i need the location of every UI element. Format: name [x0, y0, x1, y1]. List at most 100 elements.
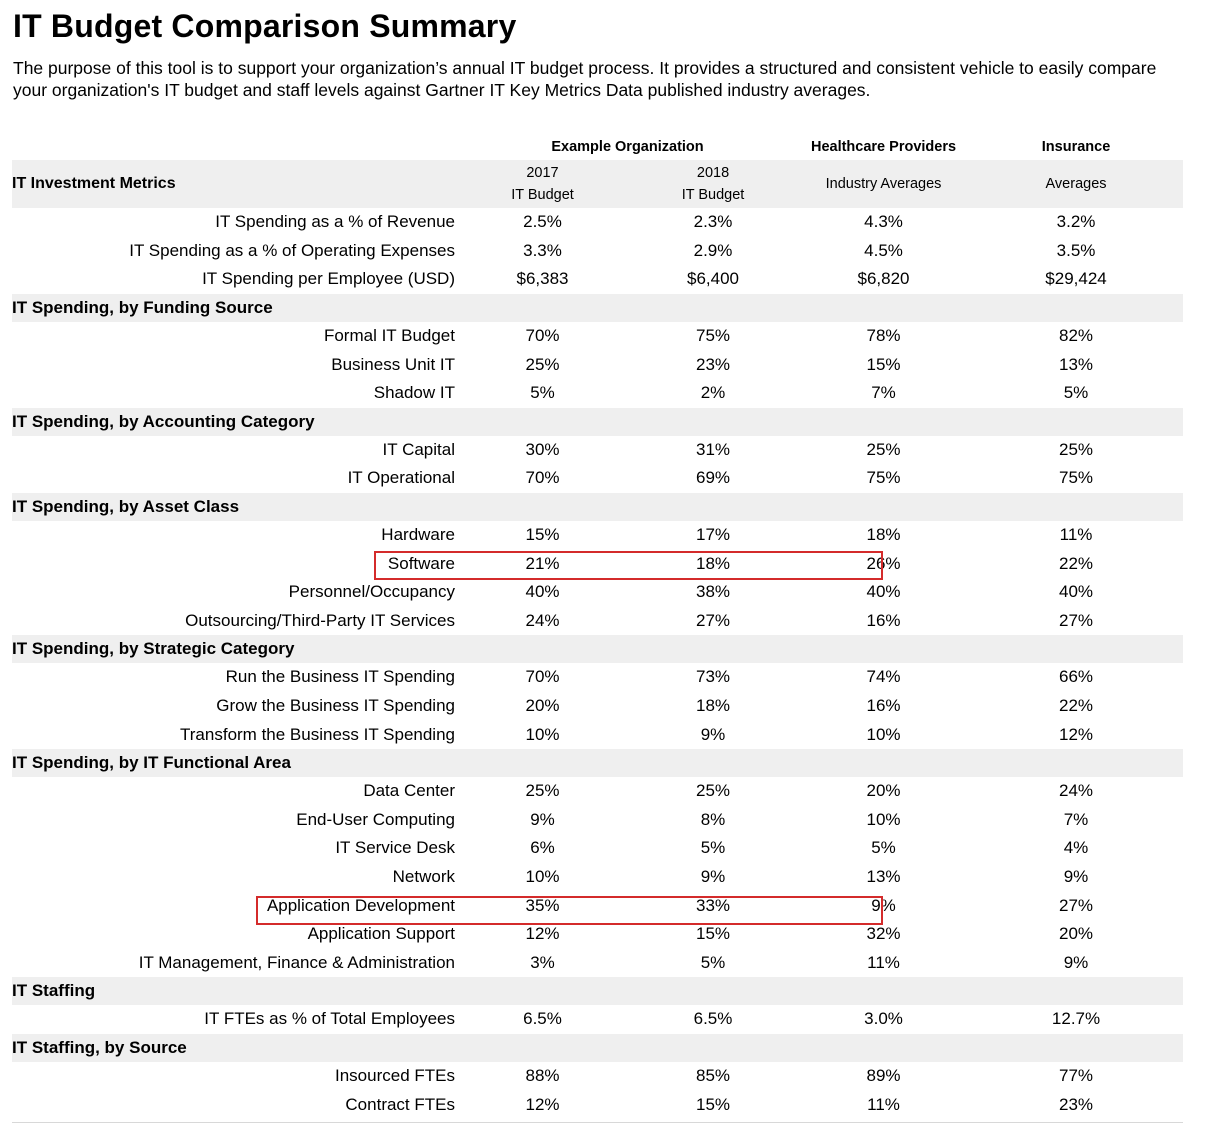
cell-y2018: 5%: [700, 952, 726, 972]
cell-healthcare: 7%: [871, 383, 896, 403]
cell-healthcare: 32%: [866, 924, 901, 944]
cell-y2018: 5%: [700, 838, 726, 858]
row-label-cell: Shadow IT: [12, 379, 457, 408]
section-title: IT Spending, by Accounting Category: [12, 407, 1184, 436]
cell-healthcare: 25%: [866, 439, 901, 459]
cell-y2017: 3.3%: [523, 240, 562, 260]
cell-insurance: 66%: [1059, 667, 1094, 687]
cell-healthcare: 16%: [866, 610, 901, 630]
row-label-cell: Outsourcing/Third-Party IT Services: [12, 607, 457, 636]
cell-y2018: 33%: [695, 895, 731, 915]
row-label: IT Spending as a % of Revenue: [215, 212, 455, 232]
cell-y2018: $6,400: [687, 269, 739, 289]
cell-insurance: 3.2%: [1056, 212, 1096, 232]
table-bottom-border: [12, 1122, 1183, 1123]
row-label: Transform the Business IT Spending: [180, 724, 455, 744]
cell-y2018: 85%: [695, 1065, 731, 1085]
cell-y2018: 73%: [695, 667, 731, 687]
cell-insurance: 3.5%: [1056, 240, 1096, 260]
row-label: IT Service Desk: [335, 838, 455, 858]
cell-insurance: 75%: [1059, 468, 1094, 488]
header-2018-budget: 2018 IT Budget: [628, 160, 799, 208]
cell-y2017: 70%: [525, 468, 560, 488]
row-label-cell: IT Management, Finance & Administration: [12, 948, 457, 977]
page-description: The purpose of this tool is to support y…: [13, 58, 1157, 100]
table-row-end-user-computing: End-User Computing 9% 8% 10% 7%: [12, 806, 1183, 835]
header-metrics-label: IT Investment Metrics: [12, 160, 457, 208]
row-label-cell: Application Support: [12, 920, 457, 949]
cell-healthcare: 4.3%: [864, 212, 903, 232]
cell-insurance: 22%: [1059, 553, 1094, 573]
row-label: Personnel/Occupancy: [288, 582, 455, 602]
section-title: IT Spending, by IT Functional Area: [12, 748, 1184, 777]
cell-y2017: 25%: [525, 354, 560, 374]
section-title: IT Spending, by Asset Class: [12, 492, 1184, 521]
row-label: End-User Computing: [296, 809, 455, 829]
cell-healthcare: 5%: [871, 838, 896, 858]
row-label-cell: Insourced FTEs: [12, 1062, 457, 1091]
table-row-grow-the-business-it-spending: Grow the Business IT Spending 20% 18% 16% 22…: [12, 692, 1183, 721]
cell-y2018: 9%: [700, 724, 726, 744]
row-label-cell: Formal IT Budget: [12, 322, 457, 351]
row-label: Application Development: [266, 895, 455, 915]
section-title: IT Staffing: [12, 977, 1184, 1006]
cell-y2017: 25%: [525, 781, 560, 801]
cell-insurance: 12.7%: [1051, 1009, 1101, 1029]
cell-y2017: 30%: [525, 439, 560, 459]
row-label-cell: IT Service Desk: [12, 834, 457, 863]
table-row-it-service-desk: IT Service Desk 6% 5% 5% 4%: [12, 834, 1183, 863]
table-row-insourced-ftes: Insourced FTEs 88% 85% 89% 77%: [12, 1062, 1183, 1091]
row-label-cell: End-User Computing: [12, 806, 457, 835]
section-header-it-staffing: IT Staffing: [12, 977, 1184, 1006]
cell-insurance: 13%: [1059, 354, 1094, 374]
cell-y2017: 6.5%: [523, 1009, 562, 1029]
header-group-insurance: Insurance: [1041, 139, 1111, 155]
cell-y2018: 75%: [695, 326, 731, 346]
row-label: Software: [387, 553, 455, 573]
cell-y2017: 35%: [525, 895, 560, 915]
cell-healthcare: 10%: [866, 809, 901, 829]
cell-y2017: 40%: [525, 582, 560, 602]
cell-y2017: 12%: [525, 1094, 560, 1114]
cell-healthcare: 18%: [866, 525, 901, 545]
cell-insurance: 12%: [1059, 724, 1094, 744]
cell-y2018: 6.5%: [693, 1009, 733, 1029]
table-row-it-capital: IT Capital 30% 31% 25% 25%: [12, 436, 1183, 465]
cell-healthcare: 9%: [871, 895, 896, 915]
cell-y2017: 70%: [525, 326, 560, 346]
table-row-data-center: Data Center 25% 25% 20% 24%: [12, 777, 1183, 806]
cell-healthcare: 3.0%: [864, 1009, 903, 1029]
section-header-it-spending-by-it-functional-area: IT Spending, by IT Functional Area: [12, 748, 1184, 777]
cell-y2018: 9%: [700, 866, 726, 886]
table-row-hardware: Hardware 15% 17% 18% 11%: [12, 521, 1183, 550]
row-label-cell: Grow the Business IT Spending: [12, 692, 457, 721]
row-label: Grow the Business IT Spending: [216, 696, 455, 716]
cell-y2017: $6,383: [516, 269, 569, 289]
cell-insurance: 4%: [1063, 838, 1089, 858]
cell-y2018: 8%: [700, 809, 726, 829]
table-row-contract-ftes: Contract FTEs 12% 15% 11% 23%: [12, 1090, 1183, 1119]
cell-y2018: 31%: [695, 439, 731, 459]
section-title: IT Spending, by Funding Source: [12, 293, 1184, 322]
cell-healthcare: 78%: [866, 326, 901, 346]
cell-healthcare: 13%: [866, 866, 901, 886]
table-row-run-the-business-it-spending: Run the Business IT Spending 70% 73% 74% 66%: [12, 663, 1183, 692]
cell-y2017: 15%: [525, 525, 560, 545]
header-2017-budget: 2017 IT Budget: [457, 160, 628, 208]
cell-insurance: 25%: [1059, 439, 1094, 459]
cell-y2017: 20%: [525, 696, 560, 716]
cell-insurance: 9%: [1063, 866, 1089, 886]
cell-y2018: 15%: [695, 924, 731, 944]
header-insurance-sub: Averages: [969, 160, 1184, 208]
row-label-cell: IT Capital: [12, 436, 457, 465]
row-label: Formal IT Budget: [323, 326, 455, 346]
table-row-application-development: Application Development 35% 33% 9% 27%: [12, 891, 1183, 920]
cell-healthcare: 4.5%: [864, 240, 903, 260]
cell-insurance: 22%: [1059, 696, 1094, 716]
cell-healthcare: 11%: [867, 1094, 900, 1114]
row-label: Network: [392, 866, 455, 886]
row-label: IT Spending as a % of Operating Expenses: [129, 240, 455, 260]
row-label: Outsourcing/Third-Party IT Services: [185, 610, 455, 630]
row-label: Business Unit IT: [331, 354, 455, 374]
row-label: IT FTEs as % of Total Employees: [204, 1009, 455, 1029]
